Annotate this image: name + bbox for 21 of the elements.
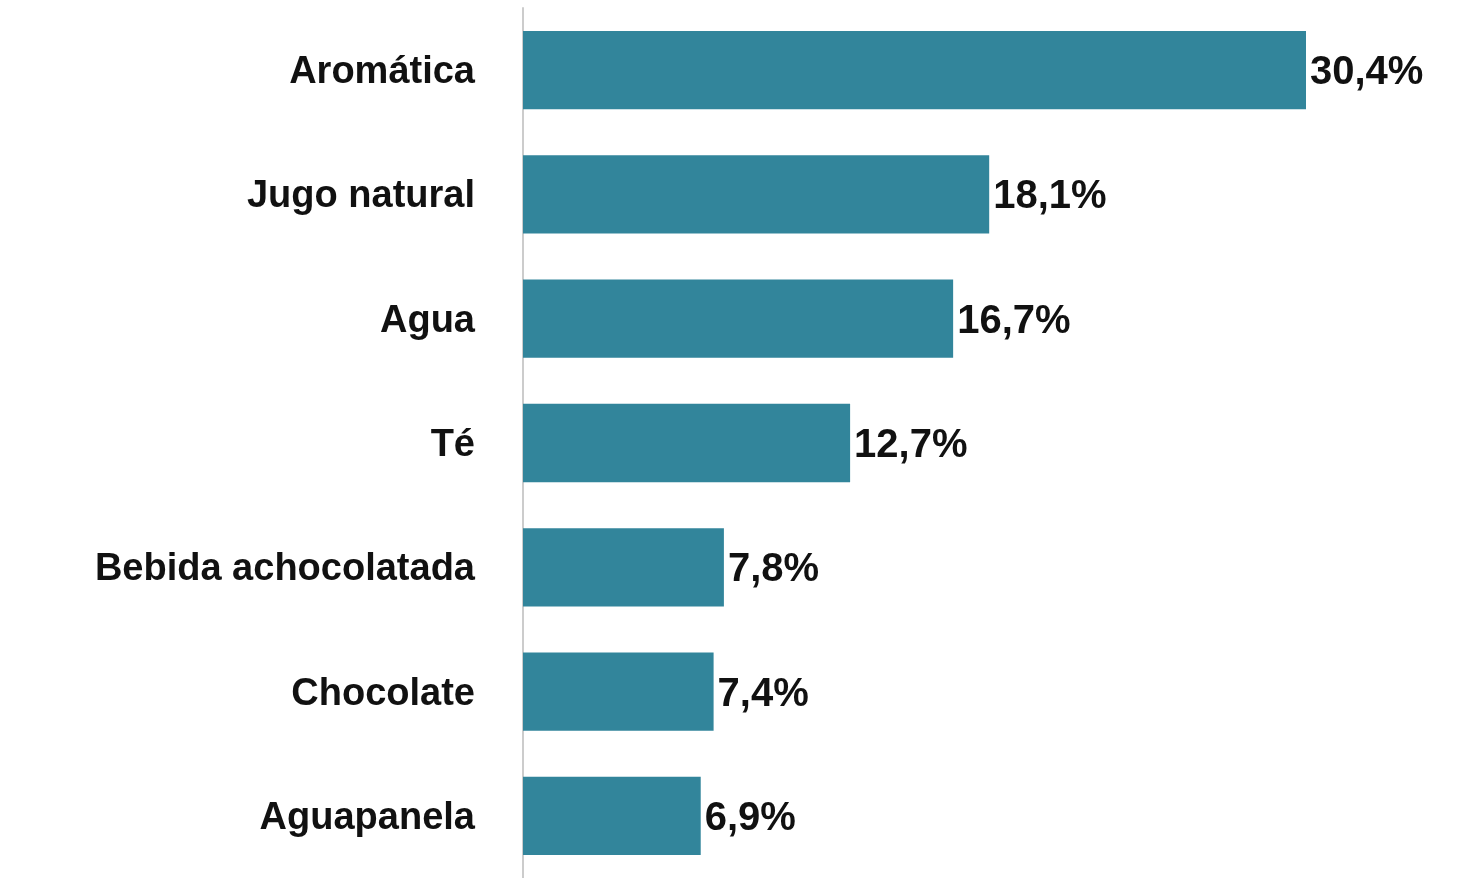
y-tick-label: Agua — [380, 297, 476, 340]
bar — [523, 279, 954, 358]
y-tick-label: Aromática — [289, 49, 476, 92]
data-label: 12,7% — [854, 421, 968, 465]
data-label: 16,7% — [957, 296, 1071, 341]
y-tick-label: Té — [430, 422, 475, 464]
y-tick-label: Aguapanela — [259, 794, 476, 837]
y-tick-label: Bebida achocolatada — [94, 546, 476, 589]
data-label: 18,1% — [993, 172, 1107, 217]
y-tick-label: Jugo natural — [246, 173, 475, 216]
bar — [523, 528, 724, 607]
bar — [523, 652, 714, 731]
y-tick-label: Chocolate — [291, 670, 475, 713]
bar — [523, 403, 851, 483]
data-label: 7,4% — [717, 669, 809, 714]
data-label: 30,4% — [1310, 48, 1424, 93]
bar — [523, 30, 1306, 110]
bar — [523, 155, 990, 234]
bar — [523, 776, 701, 856]
data-label: 6,9% — [704, 793, 796, 838]
data-label: 7,8% — [727, 545, 820, 590]
